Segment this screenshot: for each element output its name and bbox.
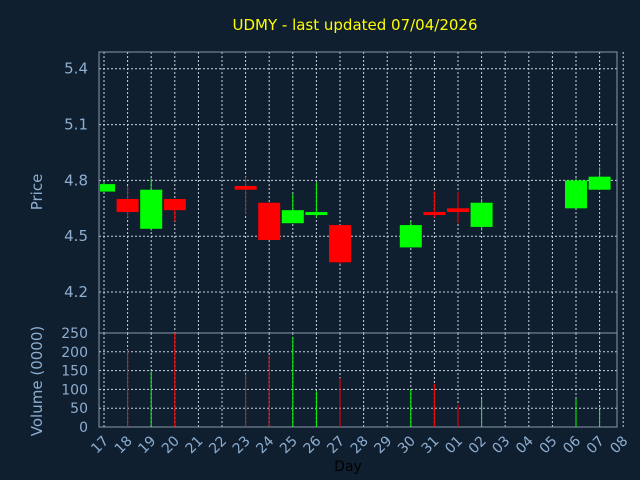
x-tick-label: 04 <box>513 433 537 457</box>
candle-body <box>281 210 304 224</box>
price-grid <box>99 52 624 333</box>
x-axis-label: Day <box>334 459 362 475</box>
volume-bars <box>127 333 601 427</box>
chart-title: UDMY - last updated 07/04/2026 <box>232 16 477 34</box>
x-tick-label: 20 <box>159 433 183 457</box>
volume-tick-label: 200 <box>61 345 88 361</box>
x-tick-label: 26 <box>301 433 325 457</box>
candle <box>258 202 281 240</box>
candle <box>447 191 469 224</box>
volume-tick-label: 250 <box>61 326 88 342</box>
x-tick-label: 17 <box>88 433 112 457</box>
x-axis-ticks: 17 18 19 20 21 22 23 24 25 26 27 28 29 30 31 01 02 03 04 05… <box>88 433 631 457</box>
candle <box>305 182 328 218</box>
candle <box>399 221 422 248</box>
price-tick-label: 5.1 <box>64 116 88 134</box>
x-tick-label: 28 <box>348 433 372 457</box>
candle <box>100 182 115 192</box>
x-tick-label: 21 <box>183 433 207 457</box>
volume-tick-label: 0 <box>79 420 88 436</box>
price-tick-label: 4.8 <box>64 171 88 189</box>
volume-axis-ticks: 250 200 150 100 50 0 <box>61 326 88 436</box>
x-tick-label: 29 <box>371 433 395 457</box>
candle <box>116 185 139 218</box>
x-tick-label: 30 <box>395 433 419 457</box>
candles <box>100 167 611 265</box>
volume-grid <box>99 332 624 428</box>
price-axis-ticks: 5.4 5.1 4.8 4.5 4.2 <box>64 60 88 301</box>
x-tick-label: 23 <box>230 433 254 457</box>
x-tick-label: 18 <box>112 433 136 457</box>
volume-axis-label: Volume (0000) <box>28 326 46 436</box>
volume-tick-label: 150 <box>61 364 88 380</box>
candle-body <box>565 180 587 209</box>
candle-body <box>329 225 351 263</box>
candle-body <box>423 212 446 216</box>
candle-body <box>470 202 493 227</box>
candle <box>329 225 351 265</box>
price-axis-label: Price <box>28 174 46 211</box>
candle <box>281 193 304 224</box>
candle-body <box>234 185 257 190</box>
x-tick-label: 22 <box>206 433 230 457</box>
candle-body <box>399 225 422 248</box>
x-tick-label: 07 <box>584 433 608 457</box>
x-tick-label: 06 <box>560 433 584 457</box>
price-tick-label: 4.2 <box>64 283 88 301</box>
x-tick-label: 19 <box>135 433 159 457</box>
x-tick-label: 05 <box>537 433 561 457</box>
x-tick-label: 01 <box>442 433 466 457</box>
candle-body <box>100 184 115 192</box>
x-tick-label: 03 <box>489 433 513 457</box>
candle <box>588 167 611 190</box>
candle-body <box>140 189 163 229</box>
candle <box>470 199 493 231</box>
volume-panel-frame <box>98 332 618 428</box>
x-tick-label: 25 <box>277 433 301 457</box>
x-tick-label: 08 <box>607 433 631 457</box>
candle-body <box>447 208 469 213</box>
candle-body <box>305 212 328 216</box>
volume-tick-label: 100 <box>61 382 88 398</box>
x-tick-label: 27 <box>324 433 348 457</box>
x-tick-label: 31 <box>419 433 443 457</box>
x-tick-label: 24 <box>253 433 277 457</box>
price-tick-label: 5.4 <box>64 60 88 78</box>
candle <box>234 176 257 214</box>
candle <box>565 178 587 209</box>
candle <box>140 178 163 231</box>
price-panel-frame <box>98 51 618 334</box>
volume-tick-label: 50 <box>70 401 88 417</box>
candle-body <box>116 199 139 213</box>
candle-body <box>163 199 186 211</box>
x-tick-label: 02 <box>466 433 490 457</box>
candle <box>163 199 186 222</box>
candle-body <box>258 202 281 240</box>
price-tick-label: 4.5 <box>64 227 88 245</box>
candle <box>423 191 446 218</box>
candle-body <box>588 176 611 190</box>
